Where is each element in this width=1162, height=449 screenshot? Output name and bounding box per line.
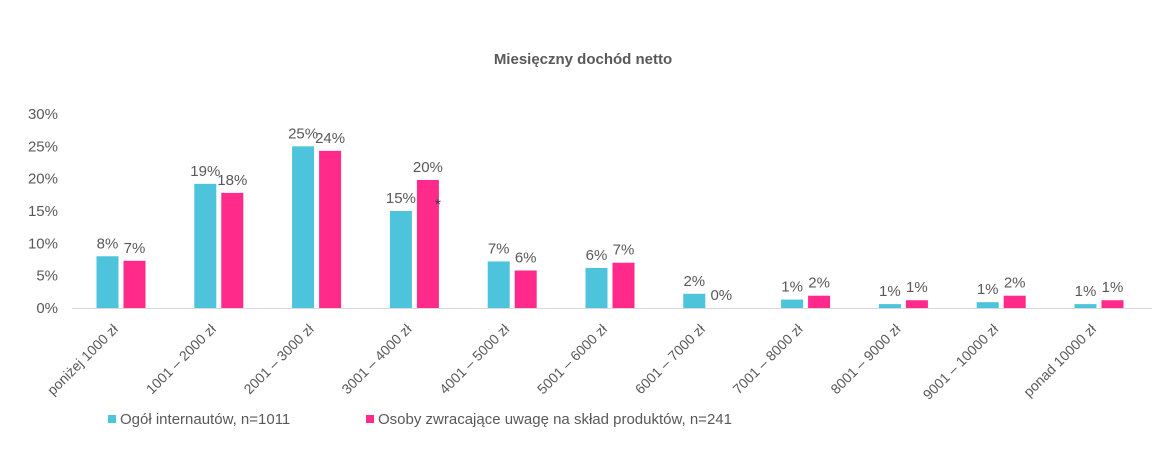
bar-osoby bbox=[612, 262, 635, 308]
bar-ogol bbox=[683, 293, 706, 308]
legend-label: Ogół internautów, n=1011 bbox=[120, 411, 290, 428]
y-tick-label: 25% bbox=[28, 138, 58, 155]
x-tick-label: 6001 – 7000 zł bbox=[632, 320, 709, 397]
y-axis: 0% 5% 10% 15% 20% 25% 30% bbox=[28, 106, 58, 317]
y-tick-label: 15% bbox=[28, 203, 58, 220]
bar-osoby bbox=[808, 295, 831, 308]
bar-osoby bbox=[221, 192, 244, 308]
bar-ogol bbox=[96, 256, 119, 308]
bar-ogol bbox=[585, 267, 608, 308]
x-tick-label: poniżej 1000 zł bbox=[44, 320, 122, 398]
data-label: 2% bbox=[1004, 275, 1026, 292]
x-tick-label: 9001 – 10000 zł bbox=[920, 320, 1002, 402]
data-label: 18% bbox=[217, 172, 247, 189]
bar-ogol bbox=[976, 302, 999, 308]
bar-ogol bbox=[781, 299, 804, 308]
bar-ogol bbox=[487, 261, 510, 308]
data-label: 20% bbox=[413, 159, 443, 176]
x-tick-label: 5001 – 6000 zł bbox=[534, 320, 611, 397]
x-tick-label: 4001 – 5000 zł bbox=[436, 320, 513, 397]
y-tick-label: 0% bbox=[36, 300, 58, 317]
data-label: 25% bbox=[288, 125, 318, 142]
bar-ogol bbox=[878, 304, 901, 308]
x-tick-label: 7001 – 8000 zł bbox=[729, 320, 806, 397]
data-label: 2% bbox=[808, 275, 830, 292]
bar-ogol bbox=[292, 146, 315, 308]
bar-osoby bbox=[1003, 295, 1026, 308]
x-tick-label: 3001 – 4000 zł bbox=[338, 320, 415, 397]
data-label: 1% bbox=[1102, 279, 1124, 296]
bar-osoby bbox=[319, 150, 342, 308]
legend-swatch bbox=[366, 415, 374, 423]
data-label: 2% bbox=[683, 273, 705, 290]
data-label: 1% bbox=[879, 283, 901, 300]
bars: 8% 7% 19%18% 25%24% 15% 20% 7% 6% 6% 7% 2% 0% 1% 2% 1%… bbox=[96, 125, 1124, 308]
data-label: 7% bbox=[613, 242, 635, 259]
legend-label: Osoby zwracające uwagę na skład produktó… bbox=[378, 411, 732, 428]
data-label: 1% bbox=[781, 279, 803, 296]
y-tick-label: 5% bbox=[36, 268, 58, 285]
annotation-asterisk: * bbox=[435, 197, 441, 214]
bar-osoby bbox=[123, 260, 146, 308]
x-tick-label: 2001 – 3000 zł bbox=[240, 320, 317, 397]
data-label: 15% bbox=[386, 190, 416, 207]
y-tick-label: 30% bbox=[28, 106, 58, 123]
bar-ogol bbox=[389, 211, 412, 308]
data-label: 19% bbox=[190, 163, 220, 180]
chart-title: Miesięczny dochód netto bbox=[494, 51, 672, 68]
y-tick-label: 10% bbox=[28, 235, 58, 252]
bar-ogol bbox=[1074, 304, 1097, 308]
data-label: 6% bbox=[586, 247, 608, 264]
bar-osoby bbox=[416, 179, 439, 308]
data-label: 1% bbox=[906, 279, 928, 296]
data-label: 7% bbox=[124, 240, 146, 257]
data-label: 7% bbox=[488, 240, 510, 257]
bar-ogol bbox=[194, 183, 217, 308]
data-label: 8% bbox=[97, 235, 119, 252]
data-label: 1% bbox=[977, 281, 999, 298]
legend-swatch bbox=[108, 415, 116, 423]
bar-osoby bbox=[1101, 300, 1124, 308]
data-label: 24% bbox=[315, 130, 345, 147]
data-label: 1% bbox=[1075, 283, 1097, 300]
x-tick-label: 8001 – 9000 zł bbox=[827, 320, 904, 397]
y-tick-label: 20% bbox=[28, 171, 58, 188]
legend: Ogół internautów, n=1011 Osoby zwracające… bbox=[108, 411, 732, 428]
x-tick-label: 1001 – 2000 zł bbox=[143, 320, 220, 397]
data-label: 0% bbox=[710, 287, 732, 304]
bar-osoby bbox=[905, 300, 928, 308]
x-tick-label: ponad 10000 zł bbox=[1020, 320, 1100, 400]
bar-osoby bbox=[514, 270, 537, 308]
data-label: 6% bbox=[515, 249, 537, 266]
x-axis: poniżej 1000 zł 1001 – 2000 zł 2001 – 3000… bbox=[44, 308, 1152, 403]
